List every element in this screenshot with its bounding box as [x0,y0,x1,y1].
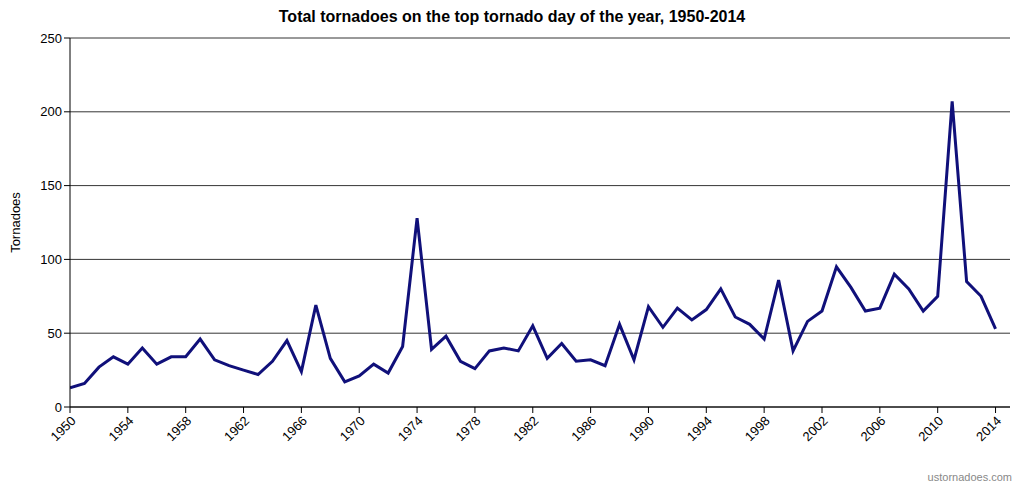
svg-text:1954: 1954 [105,413,136,444]
svg-text:Tornadoes: Tornadoes [8,192,23,253]
svg-text:150: 150 [40,178,62,193]
html-text:ustornadoes.com: ustornadoes.com [927,471,1012,483]
html-text:Total tornadoes on the top tor: Total tornadoes on the top tornado day o… [278,8,746,25]
svg-text:1982: 1982 [510,413,541,444]
svg-text:1974: 1974 [395,413,426,444]
svg-text:200: 200 [40,104,62,119]
svg-text:1998: 1998 [742,413,773,444]
svg-text:250: 250 [40,31,62,46]
svg-text:1990: 1990 [626,413,657,444]
svg-text:1994: 1994 [684,413,715,444]
svg-text:2010: 2010 [915,413,946,444]
svg-text:2002: 2002 [800,413,831,444]
svg-text:100: 100 [40,252,62,267]
svg-text:1986: 1986 [568,413,599,444]
svg-text:1950: 1950 [48,413,79,444]
svg-text:2006: 2006 [857,413,888,444]
svg-text:1970: 1970 [337,413,368,444]
svg-text:2014: 2014 [973,413,1004,444]
svg-text:50: 50 [48,326,62,341]
svg-text:0: 0 [55,400,62,415]
svg-text:1978: 1978 [453,413,484,444]
svg-text:1958: 1958 [163,413,194,444]
svg-text:1962: 1962 [221,413,252,444]
svg-text:1966: 1966 [279,413,310,444]
